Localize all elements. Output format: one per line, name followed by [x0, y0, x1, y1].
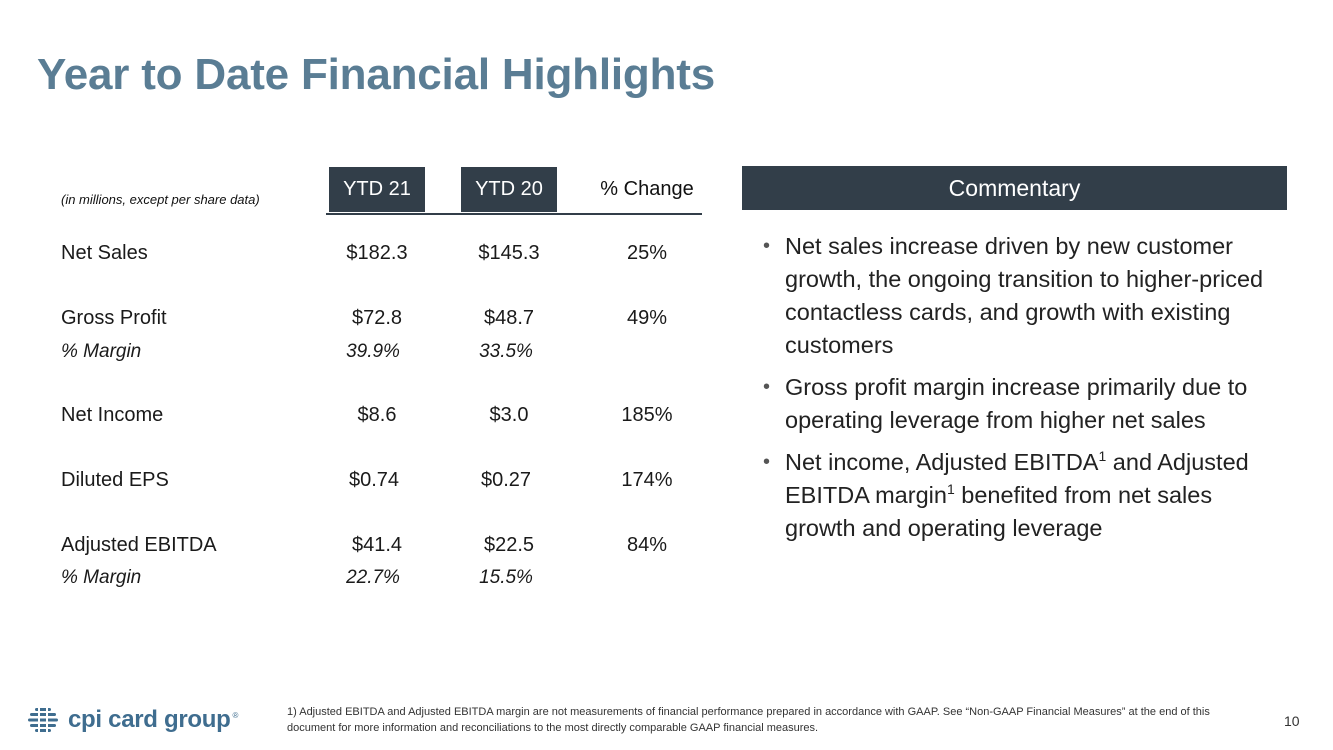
- cell-ytd21: $8.6: [357, 404, 397, 426]
- row-label-net-sales: Net Sales: [61, 242, 148, 264]
- footnote: 1) Adjusted EBITDA and Adjusted EBITDA m…: [287, 706, 1210, 734]
- footnote-ref: 1: [946, 481, 955, 498]
- row-label-ebitda-margin: % Margin: [61, 567, 142, 588]
- footnote-ref: 1: [1098, 448, 1107, 465]
- commentary-header: Commentary: [742, 166, 1287, 210]
- cell-ytd20: $48.7: [483, 307, 535, 329]
- row-label-adjusted-ebitda: Adjusted EBITDA: [61, 534, 217, 556]
- company-logo: cpi card group ®: [26, 703, 238, 737]
- logo-wordmark: cpi card group: [68, 706, 231, 733]
- cell-pct-change: 49%: [626, 307, 668, 329]
- commentary-list: • Net sales increase driven by new custo…: [763, 230, 1283, 554]
- row-label-diluted-eps: Diluted EPS: [61, 469, 169, 491]
- column-header-pct-change: % Change: [600, 178, 694, 200]
- units-note: (in millions, except per share data): [61, 192, 260, 207]
- cell-pct-change: 25%: [626, 242, 668, 264]
- cell-ytd21: 39.9%: [346, 341, 400, 362]
- cell-pct-change: 174%: [621, 469, 673, 491]
- row-label-gross-margin: % Margin: [61, 341, 142, 362]
- list-item: • Net income, Adjusted EBITDA1 and Adjus…: [763, 446, 1283, 545]
- cell-ytd20: 33.5%: [479, 341, 533, 362]
- registered-mark: ®: [232, 711, 239, 720]
- cell-ytd21: $0.74: [348, 469, 400, 491]
- cell-pct-change: 185%: [621, 404, 673, 426]
- cell-ytd20: $3.0: [489, 404, 529, 426]
- cell-ytd20: $145.3: [478, 242, 540, 264]
- bullet-text: Net sales increase driven by new custome…: [785, 233, 1264, 358]
- bullet-text: Net income, Adjusted EBITDA1 and Adjuste…: [785, 448, 1249, 541]
- cell-ytd20: 15.5%: [479, 567, 533, 588]
- cell-ytd21: $41.4: [351, 534, 403, 556]
- bullet-icon: •: [763, 235, 771, 257]
- row-label-gross-profit: Gross Profit: [61, 307, 167, 329]
- cell-ytd20: $0.27: [480, 469, 532, 491]
- cell-ytd20: $22.5: [483, 534, 535, 556]
- column-header-ytd21: YTD 21: [329, 167, 425, 212]
- bullet-text: Gross profit margin increase primarily d…: [785, 374, 1248, 433]
- bullet-icon: •: [763, 451, 771, 473]
- list-item: • Gross profit margin increase primarily…: [763, 371, 1283, 437]
- cell-ytd21: 22.7%: [346, 567, 400, 588]
- bullet-icon: •: [763, 376, 771, 398]
- list-item: • Net sales increase driven by new custo…: [763, 230, 1283, 362]
- header-rule: [326, 213, 702, 215]
- page-title: Year to Date Financial Highlights: [37, 50, 715, 99]
- cell-ytd21: $182.3: [346, 242, 408, 264]
- page-number: 10: [1284, 713, 1300, 729]
- column-header-ytd20: YTD 20: [461, 167, 557, 212]
- cpi-globe-logo-icon: [28, 706, 58, 734]
- row-label-net-income: Net Income: [61, 404, 164, 426]
- cell-ytd21: $72.8: [351, 307, 403, 329]
- cell-pct-change: 84%: [626, 534, 668, 556]
